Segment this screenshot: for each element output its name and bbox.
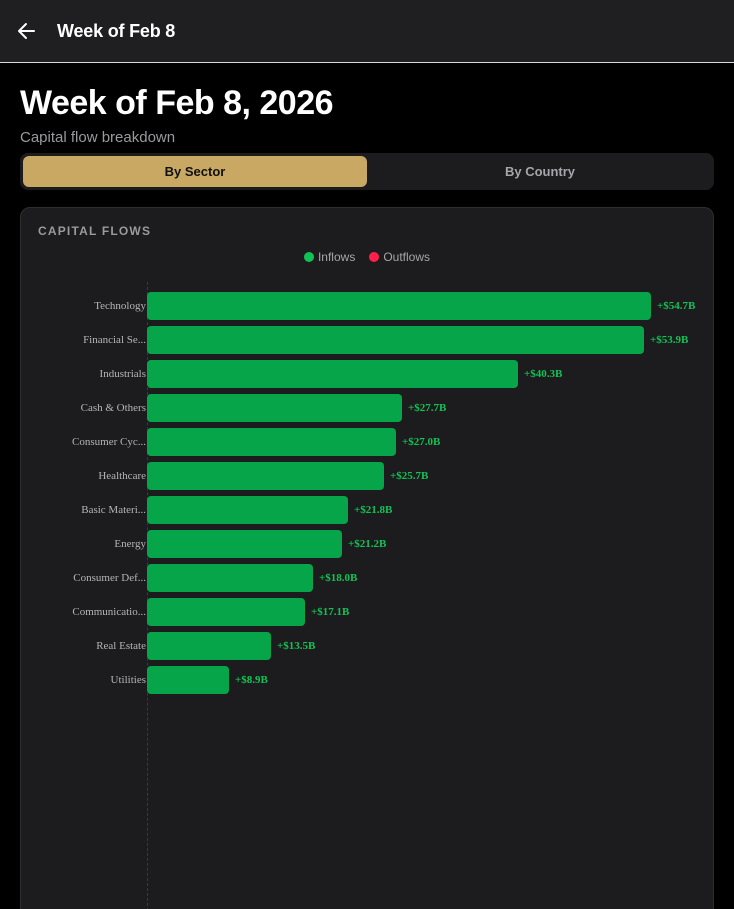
category-label: Technology — [94, 300, 146, 312]
back-button[interactable] — [16, 20, 38, 42]
outflow-dot-icon — [369, 252, 380, 262]
bar-value-label: +$21.8B — [354, 504, 393, 516]
category-label: Consumer Def... — [73, 572, 146, 584]
inflow-dot-icon — [303, 252, 314, 262]
legend-outflows[interactable]: Outflows — [369, 250, 430, 264]
chart-row: Cash & Others +$27.7B — [21, 394, 713, 422]
chart-row: Industrials +$40.3B — [21, 360, 713, 388]
bar-chart: Technology +$54.7B Financial Se... +$53.9B I… — [21, 208, 713, 909]
bar-value-label: +$27.7B — [408, 402, 447, 414]
category-label: Healthcare — [98, 470, 146, 482]
tab-by-sector[interactable]: By Sector — [23, 156, 367, 187]
chart-row: Consumer Def... +$18.0B — [21, 564, 713, 592]
inflow-bar[interactable] — [147, 564, 313, 592]
bar-value-label: +$27.0B — [402, 436, 441, 448]
bar-value-label: +$53.9B — [650, 334, 689, 346]
bar-value-label: +$40.3B — [524, 368, 563, 380]
inflow-bar[interactable] — [147, 496, 348, 524]
chart-row: Communicatio... +$17.1B — [21, 598, 713, 626]
view-segmented-control: By Sector By Country — [20, 153, 714, 190]
chart-row: Energy +$21.2B — [21, 530, 713, 558]
arrow-left-icon — [18, 23, 35, 39]
inflow-bar[interactable] — [147, 666, 229, 694]
card-title: CAPITAL FLOWS — [38, 224, 152, 238]
legend-inflows[interactable]: Inflows — [303, 250, 356, 264]
category-label: Industrials — [99, 368, 146, 380]
capital-flows-card: CAPITAL FLOWS Inflows Outflows Technolog… — [20, 207, 714, 909]
chart-row: Technology +$54.7B — [21, 292, 713, 320]
chart-row: Consumer Cyc... +$27.0B — [21, 428, 713, 456]
bar-value-label: +$17.1B — [311, 606, 350, 618]
category-label: Communicatio... — [72, 606, 146, 618]
legend-label: Outflows — [383, 250, 431, 264]
category-label: Cash & Others — [80, 402, 146, 414]
category-label: Utilities — [110, 674, 146, 686]
inflow-bar[interactable] — [147, 360, 518, 388]
category-label: Energy — [114, 538, 146, 550]
bar-value-label: +$13.5B — [277, 640, 316, 652]
chart-row: Healthcare +$25.7B — [21, 462, 713, 490]
inflow-bar[interactable] — [147, 394, 402, 422]
inflow-bar[interactable] — [147, 530, 342, 558]
page-subtitle: Capital flow breakdown — [20, 129, 176, 146]
legend-label: Inflows — [317, 250, 356, 264]
inflow-bar[interactable] — [147, 292, 651, 320]
inflow-bar[interactable] — [147, 462, 384, 490]
top-bar: Week of Feb 8 — [0, 0, 734, 63]
chart-row: Real Estate +$13.5B — [21, 632, 713, 660]
bar-value-label: +$54.7B — [657, 300, 696, 312]
bar-value-label: +$8.9B — [235, 674, 268, 686]
inflow-bar[interactable] — [147, 632, 271, 660]
chart-legend: Inflows Outflows — [21, 250, 713, 264]
bar-value-label: +$21.2B — [348, 538, 387, 550]
inflow-bar[interactable] — [147, 598, 305, 626]
chart-row: Utilities +$8.9B — [21, 666, 713, 694]
page-title: Week of Feb 8, 2026 — [20, 84, 334, 122]
category-label: Consumer Cyc... — [72, 436, 146, 448]
inflow-bar[interactable] — [147, 428, 396, 456]
bar-value-label: +$25.7B — [390, 470, 429, 482]
category-label: Financial Se... — [83, 334, 146, 346]
category-label: Real Estate — [96, 640, 146, 652]
chart-row: Basic Materi... +$21.8B — [21, 496, 713, 524]
topbar-title: Week of Feb 8 — [57, 21, 176, 41]
chart-row: Financial Se... +$53.9B — [21, 326, 713, 354]
bar-value-label: +$18.0B — [319, 572, 358, 584]
inflow-bar[interactable] — [147, 326, 644, 354]
category-label: Basic Materi... — [81, 504, 146, 516]
zero-axis-line — [147, 282, 148, 909]
tab-by-country[interactable]: By Country — [504, 164, 576, 179]
